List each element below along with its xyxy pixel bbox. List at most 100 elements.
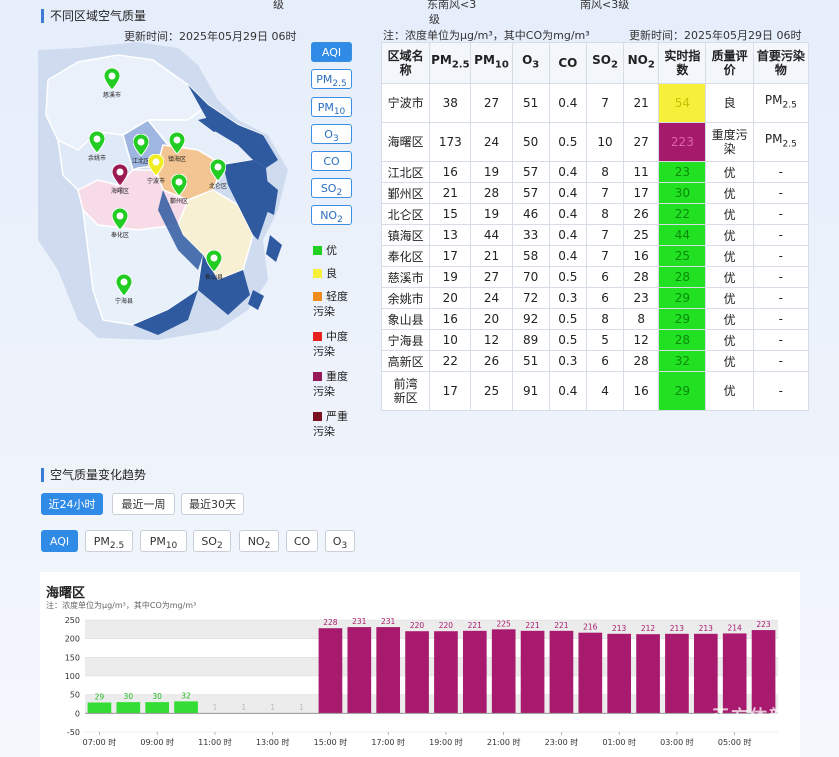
trend-range-button[interactable]: 最近30天: [181, 493, 244, 515]
map-marker[interactable]: 宁海县: [115, 273, 133, 305]
map-marker[interactable]: 镇海区: [168, 131, 186, 163]
label-base: -: [778, 207, 784, 221]
top-fragment: 南风<3级: [580, 0, 630, 11]
bar-value-label: 225: [497, 619, 512, 628]
cell-aqi: 29: [658, 287, 707, 309]
bar[interactable]: [693, 633, 718, 714]
map-marker[interactable]: 奉化区: [111, 207, 129, 239]
bar[interactable]: [145, 702, 170, 714]
cell-co: 0.4: [548, 245, 587, 267]
legend-swatch: [313, 269, 322, 278]
bar[interactable]: [434, 631, 458, 714]
map-update-time: 更新时间：2025年05月29日 06时: [124, 30, 297, 43]
bar[interactable]: [491, 629, 516, 714]
cell-pm25: 15: [429, 203, 472, 225]
legend-label: 轻度污染: [313, 290, 348, 318]
cell-aqi: 23: [658, 161, 707, 183]
header-primary: 首要污染物: [752, 42, 810, 84]
bar[interactable]: [665, 633, 689, 714]
cell-o3: 57: [511, 161, 550, 183]
label-base: CO: [293, 535, 311, 548]
table-row[interactable]: 鄞州区 21 28 57 0.4 7 17 30 优 -: [380, 182, 810, 204]
bar[interactable]: [376, 627, 401, 714]
cell-pm10: 27: [470, 266, 513, 288]
map-pollutant-button[interactable]: AQI: [311, 42, 352, 62]
label-base: -: [778, 249, 784, 263]
table-row[interactable]: 宁波市 38 27 51 0.4 7 21 54 良 PM2.5: [380, 83, 810, 123]
map-island: [266, 235, 282, 262]
map-pin-icon: [168, 131, 186, 155]
bar[interactable]: [578, 632, 603, 714]
table-row[interactable]: 高新区 22 26 51 0.3 6 28 32 优 -: [380, 350, 810, 372]
map-pollutant-button[interactable]: PM2.5: [311, 69, 352, 89]
bar[interactable]: [174, 701, 198, 714]
map-pollutant-button[interactable]: O3: [311, 124, 352, 144]
bar-value-label: 29: [95, 693, 105, 702]
bar[interactable]: [549, 630, 574, 714]
map-pollutant-button[interactable]: NO2: [311, 205, 352, 225]
trend-pollutant-button[interactable]: NO2: [239, 530, 279, 552]
cell-pm25: 19: [429, 266, 472, 288]
map-pollutant-button[interactable]: PM10: [311, 97, 352, 117]
trend-pollutant-button[interactable]: AQI: [41, 530, 78, 552]
table-row[interactable]: 宁海县 10 12 89 0.5 5 12 28 优 -: [380, 329, 810, 351]
map-marker-label: 鄞州区: [169, 198, 188, 205]
map-marker[interactable]: 象山县: [205, 249, 223, 281]
bar-value-label: 1: [299, 703, 304, 712]
map-marker[interactable]: 江北区: [132, 133, 150, 165]
trend-range-button[interactable]: 近24小时: [41, 493, 103, 515]
map-pollutant-button[interactable]: SO2: [311, 178, 352, 198]
table-row[interactable]: 北仑区 15 19 46 0.4 8 26 22 优 -: [380, 203, 810, 225]
table-row[interactable]: 前湾新区 17 25 91 0.4 4 16 29 优 -: [380, 371, 810, 411]
label-subscript: 3: [341, 541, 348, 552]
bar[interactable]: [636, 634, 660, 714]
header-pm10: PM10: [470, 42, 513, 84]
bar[interactable]: [520, 630, 545, 714]
bar[interactable]: [722, 633, 747, 714]
cell-pm10: 21: [470, 245, 513, 267]
bar[interactable]: [462, 630, 487, 714]
bar[interactable]: [607, 633, 632, 714]
trend-pollutant-button[interactable]: SO2: [193, 530, 231, 552]
trend-pollutant-button[interactable]: O3: [325, 530, 355, 552]
cell-level: 优: [705, 245, 754, 267]
map-marker[interactable]: 慈溪市: [103, 67, 121, 99]
table-row[interactable]: 江北区 16 19 57 0.4 8 11 23 优 -: [380, 161, 810, 183]
chart-subtitle: 注：浓度单位为μg/m³，其中CO为mg/m³: [46, 601, 197, 610]
table-row[interactable]: 象山县 16 20 92 0.5 8 8 29 优 -: [380, 308, 810, 330]
table-row[interactable]: 海曙区 173 24 50 0.5 10 27 223 重度污染 PM2.5: [380, 122, 810, 162]
map-marker[interactable]: 鄞州区: [170, 173, 188, 205]
map-marker-label: 象山县: [204, 274, 223, 281]
cell-pm25: 16: [429, 161, 472, 183]
map-marker[interactable]: 宁波市: [147, 153, 165, 185]
table-row[interactable]: 镇海区 13 44 33 0.4 7 25 44 优 -: [380, 224, 810, 246]
map-pollutant-button[interactable]: CO: [311, 151, 352, 171]
map-marker[interactable]: 海曙区: [111, 163, 129, 195]
trend-pollutant-button[interactable]: PM10: [140, 530, 187, 552]
bar[interactable]: [405, 631, 429, 714]
bar[interactable]: [318, 628, 343, 714]
map-marker[interactable]: 北仑区: [209, 158, 227, 190]
bar[interactable]: [116, 702, 141, 714]
table-row[interactable]: 奉化区 17 21 58 0.4 7 16 25 优 -: [380, 245, 810, 267]
table-row[interactable]: 余姚市 20 24 72 0.3 6 23 29 优 -: [380, 287, 810, 309]
bar[interactable]: [347, 627, 372, 714]
cell-pm25: 10: [429, 329, 472, 351]
table-row[interactable]: 慈溪市 19 27 70 0.5 6 28 28 优 -: [380, 266, 810, 288]
bar[interactable]: [87, 702, 112, 714]
trend-pollutant-button[interactable]: PM2.5: [85, 530, 133, 552]
trend-pollutant-button[interactable]: CO: [286, 530, 318, 552]
bar[interactable]: [751, 630, 776, 714]
cell-o3: 46: [511, 203, 550, 225]
cell-o3: 92: [511, 308, 550, 330]
trend-range-button[interactable]: 最近一周: [112, 493, 175, 515]
map-pin-icon: [209, 158, 227, 182]
cell-aqi: 32: [658, 350, 707, 372]
x-tick-label: 11:00 时: [198, 737, 232, 747]
cell-so2: 5: [585, 329, 625, 351]
map-pin-icon: [88, 130, 106, 154]
map-marker[interactable]: 余姚市: [88, 130, 106, 162]
legend-item: 优: [313, 243, 357, 258]
cell-no2: 11: [623, 161, 660, 183]
map-marker-label: 北仑区: [208, 183, 227, 190]
